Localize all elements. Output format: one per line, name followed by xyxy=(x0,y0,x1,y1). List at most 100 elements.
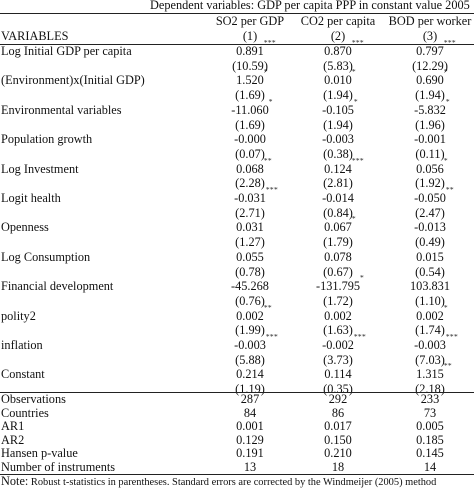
coefficient-value: -0.050 ** xyxy=(414,185,454,205)
t-statistic: (1.63) xyxy=(323,323,353,338)
t-statistic: (5.83) xyxy=(323,58,353,73)
coefficient-cell: -0.001 xyxy=(386,133,474,145)
table-row: (0.78) (0.67) (0.54) xyxy=(0,264,474,283)
significance-stars: ** xyxy=(263,155,272,165)
header-rule xyxy=(0,13,474,14)
stat-value: 0.150 xyxy=(324,432,352,447)
coefficient-value: 0.056 * xyxy=(416,155,448,176)
coefficient-cell: 0.067 * xyxy=(300,214,376,235)
significance-stars: * xyxy=(443,67,448,77)
variable-label: Environmental variables xyxy=(1,102,122,117)
coefficient-cell: 0.797 *** xyxy=(386,39,474,57)
table-row: Financial development -45.268 -131.795 * 103… xyxy=(0,274,474,297)
note-prefix: Note: xyxy=(1,474,29,488)
significance-stars: *** xyxy=(443,38,456,47)
coefficient-value: 0.078 xyxy=(324,249,352,264)
coefficient-value: 1.315 ** xyxy=(416,361,452,382)
coefficient-cell: 103.831 xyxy=(386,280,474,292)
table-row: Openness 0.031 0.067 * -0.013 xyxy=(0,214,474,238)
coefficient-value: 0.690 * xyxy=(416,67,448,88)
coefficient-value: 0.055 xyxy=(236,249,264,264)
t-statistic: (1.69) xyxy=(235,88,265,103)
coefficient-cell: -0.003 xyxy=(300,133,376,145)
column-number: (2) xyxy=(330,29,346,43)
coefficient-cell: 0.690 * xyxy=(386,67,474,88)
stat-value: 18 xyxy=(331,459,345,474)
variable-label: Openness xyxy=(1,220,49,235)
stats-row: AR1 0.001 0.017 0.005 xyxy=(0,420,474,437)
coefficient-cell: 0.010 * xyxy=(300,67,376,88)
coefficient-cell: 0.002 ** xyxy=(207,302,293,323)
table-row: Log Initial GDP per capita 0.891 *** 0.870 *… xyxy=(0,39,474,62)
significance-stars: * xyxy=(360,273,365,283)
coefficient-cell: 0.114 xyxy=(300,368,376,380)
t-statistic: (0.76) xyxy=(235,293,265,308)
coefficient-value: 0.214 xyxy=(236,367,264,382)
coefficient-value: -0.003 *** xyxy=(414,332,459,352)
stat-value: 86 xyxy=(331,405,345,420)
significance-stars: ** xyxy=(445,185,454,194)
stat-label: Countries xyxy=(1,405,49,420)
t-statistic: (5.88) xyxy=(235,352,265,367)
stat-value: 14 xyxy=(423,459,437,474)
t-statistic: (1.96) xyxy=(415,117,445,132)
coefficient-cell: -0.050 ** xyxy=(386,185,474,205)
significance-stars: *** xyxy=(351,155,364,165)
t-statistic: (1.94) xyxy=(323,117,353,132)
significance-stars: * xyxy=(351,214,356,224)
table-row: (Environment)x(Initial GDP) 1.520 * 0.010 * 0… xyxy=(0,67,474,91)
dependent-variable-header: Dependent variables: GDP per capita PPP … xyxy=(150,0,470,12)
coefficient-cell: 1.315 ** xyxy=(386,361,474,382)
coefficient-value: 0.114 xyxy=(324,367,352,382)
coefficient-value: 0.002 ** xyxy=(236,302,272,323)
variables-label: VARIABLES xyxy=(1,29,69,43)
significance-stars: ** xyxy=(443,361,452,371)
table-row: (2.28) (2.81) (1.92) xyxy=(0,177,474,194)
coefficient-value: 0.067 * xyxy=(324,214,356,235)
t-statistic: (1.94) xyxy=(415,88,445,103)
stat-value: 0.001 xyxy=(236,419,264,433)
stats-row: Observations 287 292 233 xyxy=(0,393,474,410)
table-note: Note: Robust t-statistics in parentheses… xyxy=(1,475,436,488)
coefficient-cell: -0.014 xyxy=(300,192,376,204)
coefficient-value: 0.010 * xyxy=(324,67,356,88)
t-statistic: (1.74) xyxy=(415,323,445,338)
t-statistic: (1.94) xyxy=(323,88,353,103)
t-statistic: (1.27) xyxy=(235,235,265,250)
coefficient-cell: -45.268 xyxy=(207,280,293,292)
significance-stars: * xyxy=(268,96,273,106)
stat-value: 84 xyxy=(243,405,257,420)
stats-row: Number of instruments 13 18 14 xyxy=(0,459,474,478)
table-row: (1.69) (1.94) (1.94) xyxy=(0,89,474,106)
table-row: inflation -0.003 *** -0.002 *** -0.003 *** xyxy=(0,332,474,356)
stat-value: 292 xyxy=(328,392,348,406)
table-row: (2.71) (0.84) (2.47) xyxy=(0,205,474,224)
significance-stars: * xyxy=(351,67,356,77)
column-names-row: SO2 per GDP CO2 per capita BOD per worke… xyxy=(0,15,474,32)
column-number: (3) xyxy=(422,29,438,43)
column-name: BOD per worker xyxy=(388,14,472,28)
t-statistic: (7.03) xyxy=(415,352,445,367)
stat-value: 73 xyxy=(423,405,437,420)
variable-label: Log Investment xyxy=(1,161,79,176)
t-statistic: (2.28) xyxy=(235,176,265,191)
coefficient-cell: -0.031 *** xyxy=(207,186,293,204)
coefficient-value: -45.268 xyxy=(231,279,269,294)
t-statistic: (0.49) xyxy=(415,235,445,250)
significance-stars: *** xyxy=(351,38,364,47)
t-statistic: (2.71) xyxy=(235,205,265,220)
coefficient-value: 0.015 xyxy=(416,249,444,264)
stat-value: 0.005 xyxy=(416,419,444,433)
column-number: (1) xyxy=(242,29,258,43)
column-numbers-row: VARIABLES (1) (2) (3) xyxy=(0,30,474,47)
t-statistic: (0.78) xyxy=(235,264,265,279)
table-row: (1.69) (1.94) (1.96) xyxy=(0,117,474,136)
coefficient-cell: 0.870 *** xyxy=(300,39,376,57)
t-statistic: (2.81) xyxy=(323,176,353,191)
table-row: (0.07) (0.38) (0.11) xyxy=(0,148,474,165)
coefficient-cell: 0.214 xyxy=(207,368,293,380)
significance-stars: * xyxy=(443,155,448,165)
coefficient-value: 0.031 xyxy=(236,220,264,235)
variable-label: Logit health xyxy=(1,191,61,205)
